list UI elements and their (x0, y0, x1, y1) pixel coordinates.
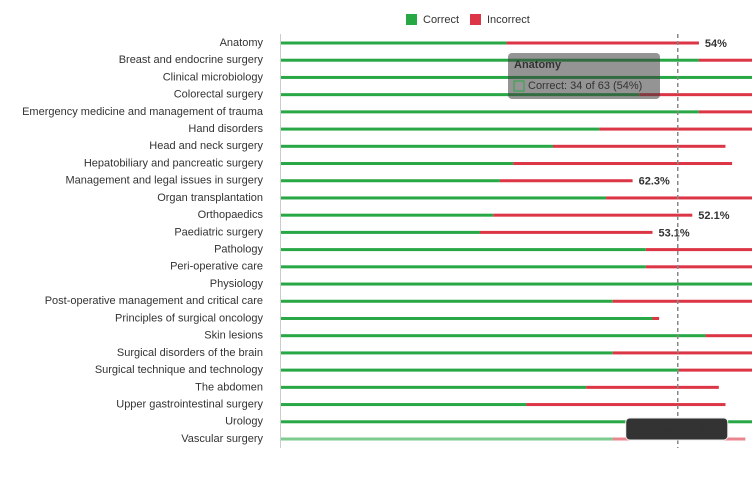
bar-segment[interactable] (281, 403, 527, 407)
bar-segment[interactable] (705, 334, 755, 338)
bar-segment[interactable] (281, 299, 613, 303)
overlay: 54% 62.3% 52.1% 53.1% Average (61.8%) Anatomy… (508, 34, 730, 448)
y-tick-label: Emergency medicine and management of tra… (22, 106, 264, 118)
bar-segment[interactable] (679, 368, 755, 372)
y-tick-label: Management and legal issues in surgery (65, 175, 263, 187)
y-tick-label: Head and neck surgery (149, 140, 263, 152)
y-tick-label: Breast and endocrine surgery (119, 54, 264, 66)
bar-segment[interactable] (281, 144, 553, 148)
bar-label: 53.1% (658, 227, 689, 239)
bar-segment[interactable] (281, 196, 607, 200)
y-tick-label: Post-operative management and critical c… (45, 295, 263, 307)
bar-segment[interactable] (281, 265, 646, 269)
bar-segment[interactable] (281, 385, 587, 389)
bar-segment[interactable] (506, 41, 699, 45)
bar-segment[interactable] (526, 403, 726, 407)
bar-segment[interactable] (612, 351, 755, 355)
y-tick-label: Clinical microbiology (163, 71, 264, 83)
bar-segment[interactable] (552, 144, 726, 148)
bar-segment[interactable] (281, 41, 507, 45)
bar-segment[interactable] (586, 385, 719, 389)
bar-segment[interactable] (281, 110, 699, 114)
bar-segment[interactable] (513, 162, 733, 166)
tooltip-title: Anatomy (514, 59, 562, 71)
bar-segment[interactable] (281, 162, 514, 166)
bar-segment[interactable] (281, 230, 481, 234)
bar-segment[interactable] (281, 334, 706, 338)
average-badge (625, 417, 729, 441)
bar-segment[interactable] (281, 179, 500, 183)
y-tick-label: Hand disorders (188, 123, 263, 135)
y-tick-label: Principles of surgical oncology (115, 312, 263, 324)
y-tick-label: Anatomy (220, 37, 264, 49)
bar-segment[interactable] (639, 93, 755, 97)
y-tick-label: Peri-operative care (170, 261, 263, 273)
y-tick-label: Urology (225, 416, 263, 428)
y-tick-label: Pathology (214, 244, 263, 256)
y-tick-label: Skin lesions (204, 330, 263, 342)
bar-segment[interactable] (281, 58, 699, 62)
bar-label: 52.1% (698, 210, 729, 222)
y-tick-label: The abdomen (195, 381, 263, 393)
y-tick-label: Paediatric surgery (174, 226, 263, 238)
bar-label: 62.3% (639, 176, 670, 188)
plot-area (281, 41, 755, 441)
tooltip-text: Correct: 34 of 63 (54%) (528, 80, 642, 92)
bar-segment[interactable] (281, 351, 613, 355)
y-tick-label: Physiology (210, 278, 264, 290)
bar-segment[interactable] (493, 213, 693, 217)
bar-segment[interactable] (281, 316, 653, 320)
average-label: Average (61.8%) (634, 423, 719, 435)
y-tick-label: Organ transplantation (157, 192, 263, 204)
y-tick-label: Vascular surgery (181, 433, 263, 445)
bar-segment[interactable] (645, 248, 755, 252)
bar-segment[interactable] (281, 368, 680, 372)
y-tick-label: Upper gastrointestinal surgery (116, 398, 263, 410)
bar-segment[interactable] (281, 213, 494, 217)
y-tick-label: Surgical disorders of the brain (117, 347, 263, 359)
bar-segment[interactable] (281, 282, 752, 286)
bar-segment[interactable] (645, 265, 755, 269)
bar-segment[interactable] (281, 93, 640, 97)
y-tick-label: Colorectal surgery (174, 89, 264, 101)
bar-segment[interactable] (612, 299, 755, 303)
bar-segment[interactable] (281, 437, 613, 441)
bar-segment[interactable] (281, 248, 646, 252)
bar-segment[interactable] (652, 316, 660, 320)
bar-segment[interactable] (606, 196, 755, 200)
legend-swatch[interactable] (406, 14, 417, 25)
y-tick-label: Hepatobiliary and pancreatic surgery (84, 157, 264, 169)
bar-segment[interactable] (480, 230, 653, 234)
bar-segment[interactable] (698, 58, 755, 62)
tooltip-swatch (513, 80, 525, 92)
legend-swatch[interactable] (470, 14, 481, 25)
bar-segment[interactable] (281, 420, 752, 424)
y-tick-label: Orthopaedics (198, 209, 264, 221)
bar-segment[interactable] (281, 127, 600, 131)
bar-segment[interactable] (599, 127, 755, 131)
legend-label[interactable]: Correct (423, 14, 459, 26)
bar-label: 54% (705, 38, 727, 50)
legend: Correct Incorrect (406, 14, 530, 26)
bar-segment[interactable] (698, 110, 755, 114)
y-tick-label: Surgical technique and technology (95, 364, 264, 376)
legend-label[interactable]: Incorrect (487, 14, 530, 26)
bar-segment[interactable] (499, 179, 633, 183)
tooltip-box (508, 53, 660, 99)
